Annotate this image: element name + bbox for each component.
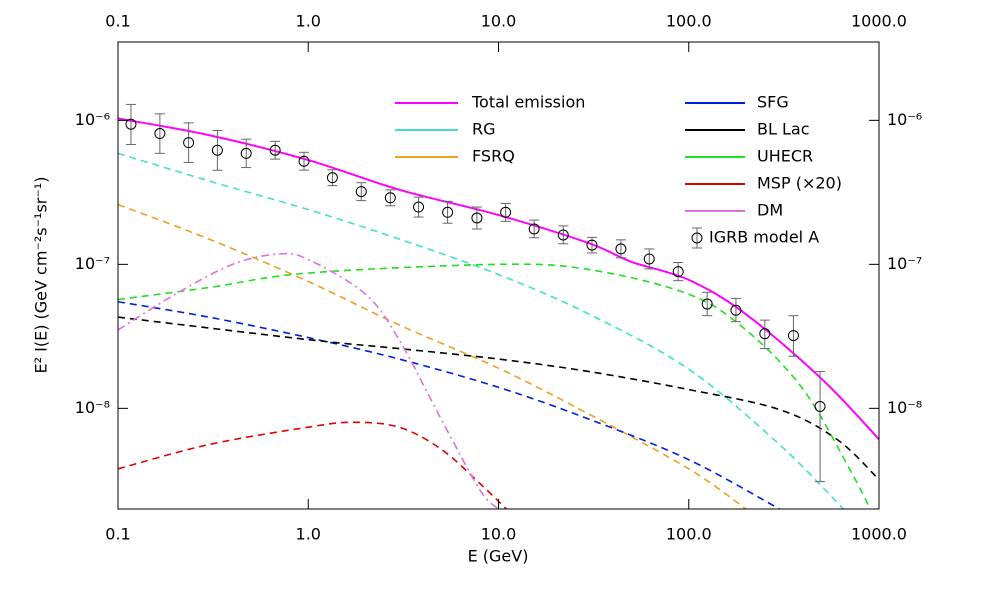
x-tick-label-top: 1000.0 — [851, 12, 907, 31]
y-tick-label-right: 10⁻⁷ — [887, 254, 922, 273]
legend-label: Total emission — [471, 93, 585, 112]
x-tick-label-top: 1.0 — [296, 12, 321, 31]
y-tick-label: 10⁻⁶ — [75, 110, 110, 129]
x-tick-label: 10.0 — [481, 525, 517, 544]
data-point — [701, 298, 713, 310]
y-tick-label: 10⁻⁸ — [75, 398, 110, 417]
data-point — [672, 266, 684, 278]
legend-label: MSP (×20) — [757, 174, 842, 193]
y-tick-label-right: 10⁻⁸ — [887, 398, 922, 417]
data-point — [814, 400, 826, 412]
data-point — [442, 206, 454, 218]
x-tick-label-top: 100.0 — [666, 12, 712, 31]
series-line — [118, 203, 747, 509]
data-point — [586, 239, 598, 251]
legend-label: IGRB model A — [709, 228, 819, 247]
y-tick-label: 10⁻⁷ — [75, 254, 110, 273]
x-tick-label: 1.0 — [296, 525, 321, 544]
data-point — [730, 304, 742, 316]
x-tick-label: 0.1 — [105, 525, 130, 544]
x-axis-label: E (GeV) — [468, 547, 529, 566]
data-point — [557, 229, 569, 241]
data-point — [528, 223, 540, 235]
data-point — [471, 212, 483, 224]
data-point — [759, 328, 771, 340]
data-point — [500, 206, 512, 218]
data-point — [211, 144, 223, 156]
data-point — [413, 201, 425, 213]
data-point — [154, 128, 166, 140]
legend-label: FSRQ — [472, 147, 515, 166]
x-tick-label-top: 10.0 — [481, 12, 517, 31]
legend-label: SFG — [757, 93, 789, 112]
series-line — [118, 117, 879, 440]
data-point — [183, 137, 195, 149]
data-point — [125, 118, 137, 130]
plot-area — [118, 103, 879, 509]
series-line — [118, 421, 507, 509]
y-axis-label: E² I(E) (GeV cm⁻²s⁻¹sr⁻¹) — [32, 177, 51, 374]
legend-label: UHECR — [757, 147, 813, 166]
data-point — [787, 330, 799, 342]
x-tick-label-top: 0.1 — [105, 12, 130, 31]
data-point — [355, 186, 367, 198]
legend-label: BL Lac — [757, 120, 810, 139]
y-tick-label-right: 10⁻⁶ — [887, 110, 922, 129]
data-point — [269, 144, 281, 156]
x-tick-label: 100.0 — [666, 525, 712, 544]
legend-marker — [691, 232, 703, 244]
plot-frame — [117, 41, 880, 510]
data-point — [615, 243, 627, 255]
x-tick-label: 1000.0 — [851, 525, 907, 544]
series-line — [118, 252, 500, 509]
legend-label: DM — [757, 201, 783, 220]
data-point — [326, 172, 338, 184]
data-point — [298, 155, 310, 167]
data-point — [384, 192, 396, 204]
data-point — [240, 147, 252, 159]
data-point — [643, 253, 655, 265]
legend-label: RG — [472, 120, 496, 139]
series-line — [118, 152, 844, 509]
series-line — [118, 300, 780, 509]
